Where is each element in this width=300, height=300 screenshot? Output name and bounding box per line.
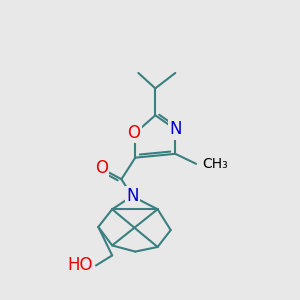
Text: N: N	[169, 120, 182, 138]
Text: O: O	[127, 124, 140, 142]
Text: N: N	[126, 187, 138, 205]
Text: HO: HO	[68, 256, 93, 274]
Text: O: O	[95, 159, 108, 177]
Text: CH₃: CH₃	[202, 157, 228, 171]
